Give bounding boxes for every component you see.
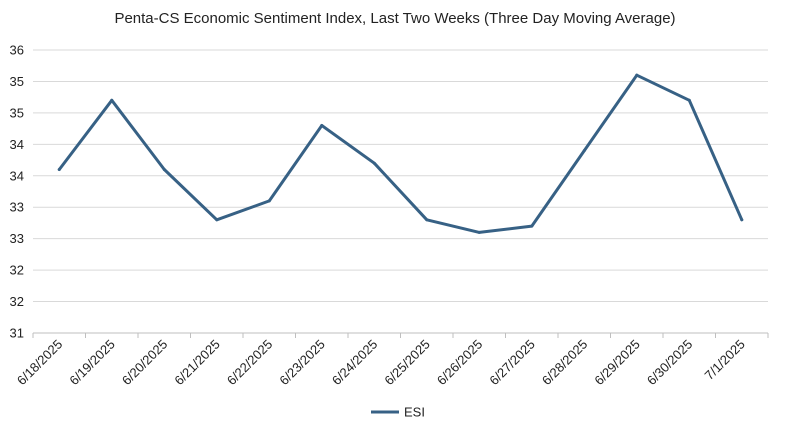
x-tick-label: 6/26/2025 — [434, 337, 486, 389]
data-point — [425, 218, 429, 222]
data-point — [320, 123, 324, 127]
x-tick-label: 6/18/2025 — [14, 337, 66, 389]
data-point — [477, 230, 481, 234]
x-tick-label: 6/22/2025 — [224, 337, 276, 389]
data-point — [57, 167, 61, 171]
y-tick-label: 32 — [10, 263, 24, 278]
y-tick-label: 33 — [10, 231, 24, 246]
x-axis-ticks: 6/18/2025 6/19/2025 6/20/2025 6/21/2025 6/22… — [14, 337, 748, 389]
y-tick-label: 33 — [10, 200, 24, 215]
y-axis-ticks: 31 32 32 33 33 34 34 35 35 36 — [10, 43, 24, 341]
data-point — [162, 167, 166, 171]
data-point — [740, 218, 744, 222]
y-tick-label: 34 — [10, 168, 24, 183]
data-point — [530, 224, 534, 228]
y-tick-label: 36 — [10, 43, 24, 58]
gridlines — [33, 49, 768, 303]
data-point — [110, 98, 114, 102]
y-tick-label: 32 — [10, 294, 24, 309]
legend-label: ESI — [404, 405, 425, 420]
x-axis — [32, 332, 769, 338]
x-tick-label: 6/20/2025 — [119, 337, 171, 389]
x-tick-label: 6/23/2025 — [276, 337, 328, 389]
series-line-esi — [57, 73, 744, 234]
x-tick-label: 6/30/2025 — [644, 337, 696, 389]
y-tick-label: 35 — [10, 74, 24, 89]
x-tick-label: 6/28/2025 — [539, 337, 591, 389]
y-tick-label: 31 — [10, 326, 24, 341]
data-point — [687, 98, 691, 102]
x-tick-label: 6/27/2025 — [486, 337, 538, 389]
x-tick-label: 6/29/2025 — [591, 337, 643, 389]
x-tick-label: 6/24/2025 — [329, 337, 381, 389]
x-tick-label: 7/1/2025 — [701, 337, 747, 383]
data-point — [267, 199, 271, 203]
data-point — [635, 73, 639, 77]
series-lines — [57, 73, 744, 234]
data-point — [215, 218, 219, 222]
x-tick-label: 6/21/2025 — [171, 337, 223, 389]
legend: ESI — [371, 405, 425, 420]
chart-title: Penta-CS Economic Sentiment Index, Last … — [114, 10, 676, 27]
y-tick-label: 34 — [10, 137, 24, 152]
x-tick-label: 6/25/2025 — [381, 337, 433, 389]
data-point — [582, 149, 586, 153]
data-point — [372, 161, 376, 165]
x-tick-label: 6/19/2025 — [66, 337, 118, 389]
y-tick-label: 35 — [10, 105, 24, 120]
